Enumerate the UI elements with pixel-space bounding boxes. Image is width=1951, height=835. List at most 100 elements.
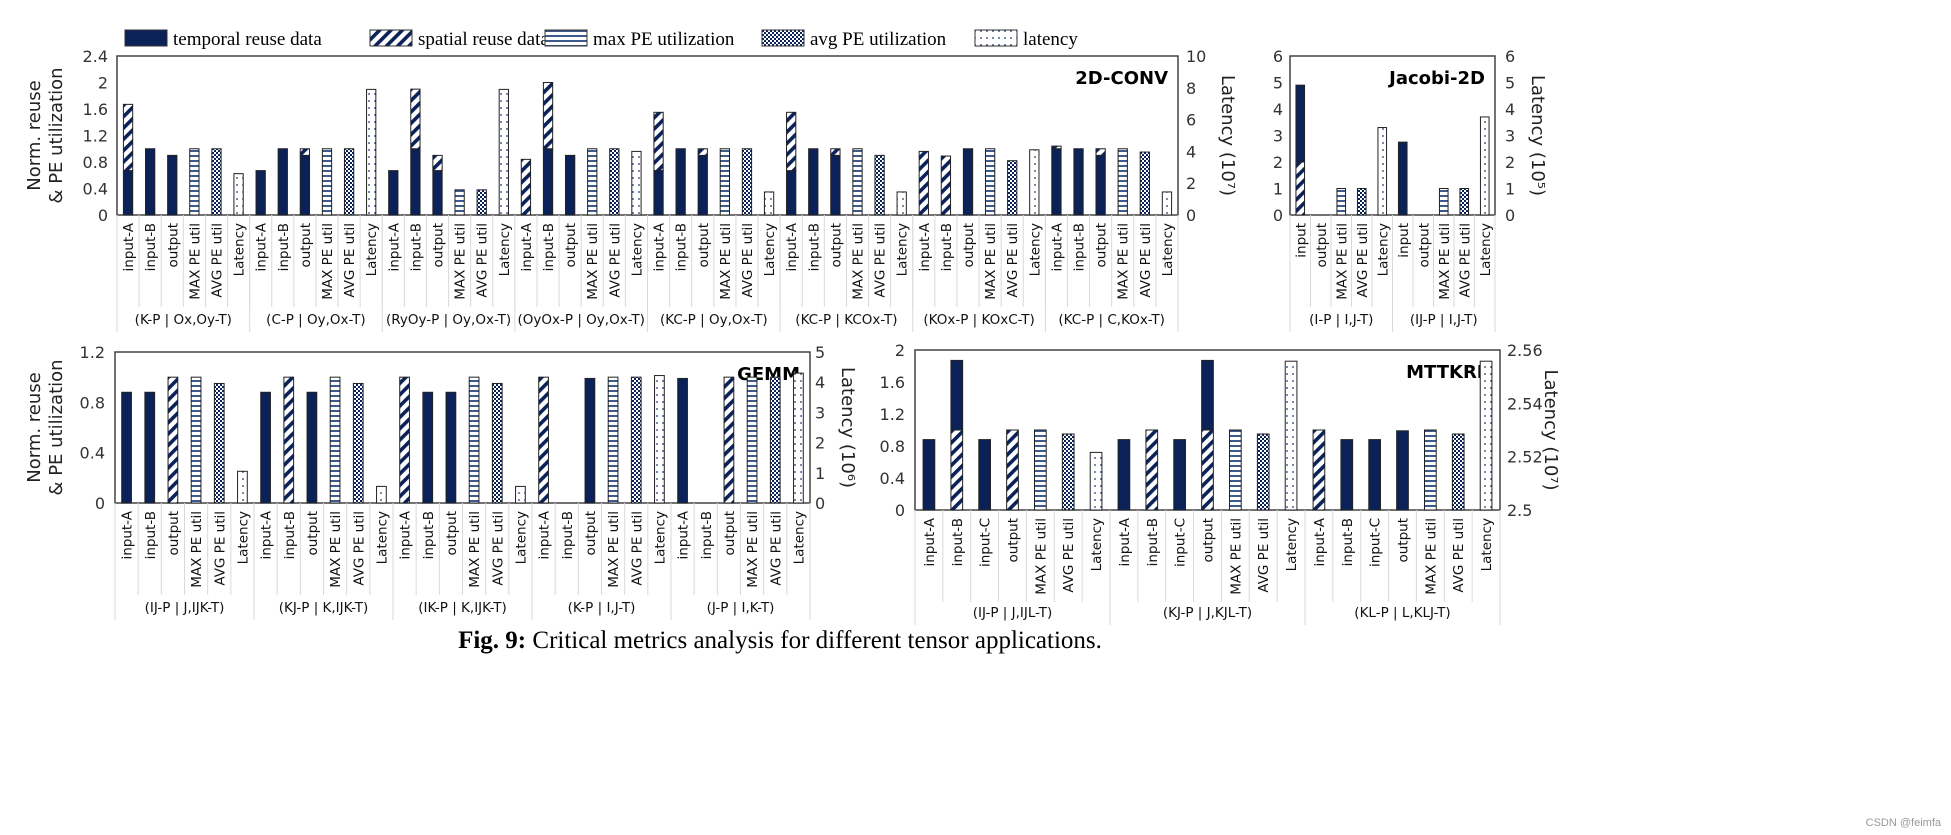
category-label: MAX PE util <box>983 223 999 300</box>
y-tick-label: 0.4 <box>80 444 105 463</box>
bar <box>1061 433 1075 511</box>
y-tick-label: 0 <box>1273 206 1283 225</box>
bar-group: input-A input-B input-C output MAX PE util AV… <box>1304 360 1495 625</box>
group-label: (IJ-P | J,IJL-T) <box>973 605 1053 621</box>
category-label: input-A <box>386 222 402 271</box>
bar-group: input-A input-B output MAX PE util AVG PE ut… <box>381 88 513 332</box>
bar <box>1161 191 1173 216</box>
category-label: Latency <box>497 223 513 276</box>
bar-segment-temporal <box>432 170 443 216</box>
y-tick-label: 0.8 <box>83 153 108 172</box>
bar <box>410 88 421 216</box>
bar <box>786 111 797 216</box>
category-label: input-B <box>560 511 576 559</box>
bar-segment-avg <box>1356 188 1367 216</box>
bar-segment-temporal <box>962 148 974 216</box>
bar-segment-temporal <box>922 439 936 511</box>
bar <box>1229 429 1242 511</box>
category-label: input-A <box>519 222 535 271</box>
legend-item-spatial: spatial reuse data <box>369 29 549 50</box>
bar <box>769 376 781 504</box>
bar-segment-latency <box>896 191 907 216</box>
bar <box>719 148 731 216</box>
y-tick-label: 0 <box>895 501 905 520</box>
bar-segment-spatial <box>1095 148 1106 156</box>
bar-group: input-A input-B output MAX PE util AVG PE ut… <box>779 111 911 332</box>
chart-title: MTTKRP <box>1406 362 1490 383</box>
bar-segment-latency <box>1479 360 1493 511</box>
bar-segment-spatial <box>538 376 549 504</box>
bar-segment-temporal <box>1201 359 1214 431</box>
bar-segment-avg <box>491 382 503 504</box>
y-tick-label: 2 <box>98 74 108 93</box>
y-tick-label: 6 <box>1273 47 1283 66</box>
group-label: (KJ-P | J,KJL-T) <box>1163 605 1252 621</box>
bar <box>399 376 410 504</box>
category-label: MAX PE util <box>1334 223 1350 300</box>
bar-segment-temporal <box>1368 439 1381 511</box>
bar <box>1451 433 1465 511</box>
y-tick-label: 2 <box>895 341 905 360</box>
category-label: output <box>563 223 579 268</box>
legend-swatch-max <box>544 29 588 47</box>
category-label: input-A <box>1312 517 1328 566</box>
bar-segment-latency <box>1029 149 1040 216</box>
bar-segment-temporal <box>445 391 457 504</box>
category-label: input-A <box>922 517 938 566</box>
bar <box>299 148 311 216</box>
y-tick-label: 0.8 <box>80 393 105 412</box>
caption-text: Critical metrics analysis for different … <box>526 627 1102 654</box>
y2-tick-label: 10 <box>1186 47 1206 66</box>
bar-segment-spatial <box>1006 429 1019 511</box>
category-label: output <box>961 223 977 268</box>
bar <box>653 111 664 216</box>
bar-segment-temporal <box>145 148 156 216</box>
bar <box>1145 429 1159 511</box>
bar-segment-temporal <box>1095 154 1106 216</box>
bar-segment-max <box>189 148 200 216</box>
bar <box>630 376 642 504</box>
y-axis-title: Norm. reuse <box>24 372 45 482</box>
bar-segment-temporal <box>144 391 156 504</box>
category-label: MAX PE util <box>320 223 336 300</box>
bar-segment-temporal <box>260 391 271 504</box>
bar <box>542 82 554 216</box>
chart-jacobi-2d: Jacobi-2D 0 1 2 3 4 5 6 0 1 2 3 4 5 6 Latency (10⁵) inpu… <box>1273 47 1548 332</box>
bar <box>211 148 222 216</box>
bar <box>830 148 841 216</box>
bar-segment-max <box>719 148 731 216</box>
bar-segment-avg <box>769 376 781 504</box>
category-label: MAX PE util <box>850 223 866 300</box>
bar <box>144 391 156 504</box>
group-label: (KL-P | L,KLJ-T) <box>1354 605 1450 621</box>
category-label: AVG PE util <box>1457 223 1473 298</box>
category-label: MAX PE util <box>606 511 622 588</box>
bar-segment-latency <box>1479 116 1490 216</box>
group-label: (C-P | Oy,Ox-T) <box>266 312 366 328</box>
bar-segment-temporal <box>808 148 819 216</box>
y2-tick-label: 1 <box>1505 180 1515 199</box>
y2-tick-label: 5 <box>815 343 825 362</box>
bar-segment-max <box>321 148 333 216</box>
legend-label: temporal reuse data <box>173 29 322 50</box>
category-label: output <box>1094 223 1110 268</box>
bar <box>984 148 996 216</box>
bar <box>564 154 576 216</box>
bar <box>1201 359 1214 511</box>
bar-group: input-A input-B output MAX PE util AVG PE ut… <box>114 376 251 620</box>
bar-segment-max <box>468 376 480 504</box>
bar <box>1438 188 1449 216</box>
bar-segment-temporal <box>306 391 318 504</box>
bar-segment-spatial <box>723 376 735 504</box>
bar-group: input output MAX PE util AVG PE util Latency… <box>1392 116 1494 332</box>
bar <box>950 359 964 511</box>
bar <box>793 372 804 504</box>
y2-tick-label: 3 <box>815 403 825 422</box>
bar-segment-avg <box>343 148 355 216</box>
bar <box>741 148 753 216</box>
bar-segment-temporal <box>1173 439 1186 511</box>
y2-axis-title: Latency (10⁷) <box>1540 369 1561 490</box>
category-label: Latency <box>1375 223 1391 276</box>
y-tick-label: 5 <box>1273 74 1283 93</box>
bar <box>306 391 318 504</box>
